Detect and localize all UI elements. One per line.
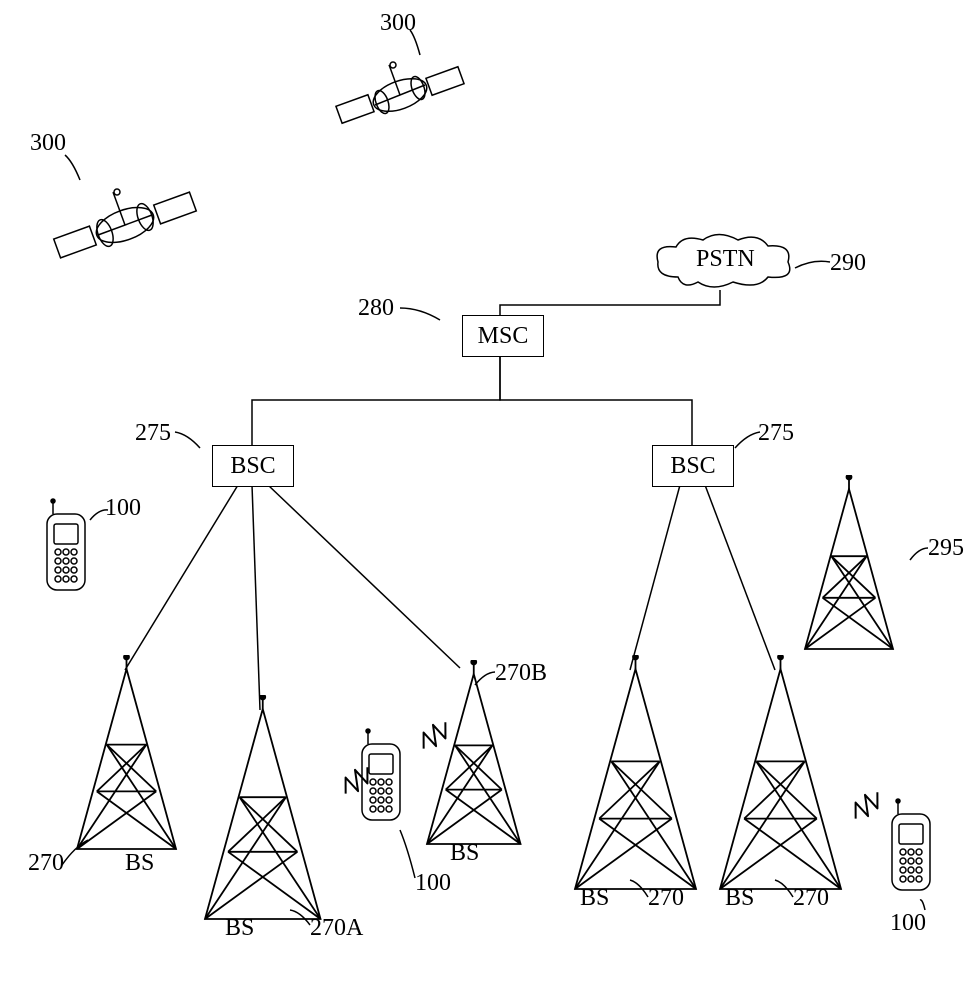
ref-phone3: 100 <box>890 910 926 937</box>
ref-phone2: 100 <box>415 870 451 897</box>
ref-bs3: 270B <box>495 660 547 687</box>
pstn-cloud: PSTN <box>648 232 798 297</box>
satellite-1 <box>330 45 470 150</box>
bs-label-5: BS <box>725 885 754 912</box>
msc-box: MSC <box>462 315 544 357</box>
ref-bs2: 270A <box>310 915 363 942</box>
ref-bsc2: 275 <box>758 420 794 447</box>
ref-bs5: 270 <box>793 885 829 912</box>
pstn-label: PSTN <box>696 246 755 273</box>
bs-label-2: BS <box>225 915 254 942</box>
tower-bs4 <box>570 655 701 900</box>
msc-label: MSC <box>478 323 529 350</box>
tower-bs5 <box>715 655 846 900</box>
bsc2-label: BSC <box>670 453 715 480</box>
ref-sat1: 300 <box>380 10 416 37</box>
bsc-box-2: BSC <box>652 445 734 487</box>
ref-towerbig: 295 <box>928 535 964 562</box>
ref-msc: 280 <box>358 295 394 322</box>
ref-bs1: 270 <box>28 850 64 877</box>
bs-label-4: BS <box>580 885 609 912</box>
phone-1 <box>40 498 95 603</box>
ref-sat2: 300 <box>30 130 66 157</box>
ref-phone1: 100 <box>105 495 141 522</box>
ref-bs4: 270 <box>648 885 684 912</box>
bs-label-3: BS <box>450 840 479 867</box>
tower-big <box>800 475 898 660</box>
diagram-canvas: PSTN MSC BSC BSC <box>0 0 978 1000</box>
bsc-box-1: BSC <box>212 445 294 487</box>
tower-bs1 <box>72 655 181 860</box>
tower-bs2 <box>200 695 326 930</box>
satellite-2 <box>50 170 200 285</box>
bs-label-1: BS <box>125 850 154 877</box>
ref-bsc1: 275 <box>135 420 171 447</box>
ref-pstn: 290 <box>830 250 866 277</box>
bsc1-label: BSC <box>230 453 275 480</box>
